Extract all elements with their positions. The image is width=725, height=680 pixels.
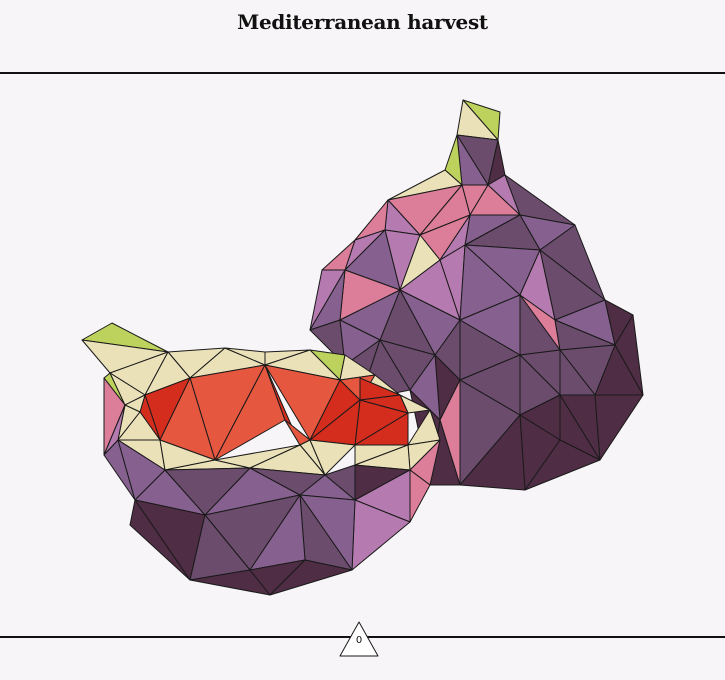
fig-illustration — [0, 74, 725, 636]
triangle-icon — [339, 621, 379, 657]
page-title: Mediterranean harvest — [237, 10, 488, 34]
page-number: 0 — [355, 635, 363, 646]
whole-fig — [309, 99, 644, 491]
page-marker: 0 — [338, 620, 380, 658]
header: Mediterranean harvest — [0, 0, 725, 74]
halved-fig — [81, 322, 441, 596]
footer: 0 — [0, 621, 725, 680]
top-rule — [0, 72, 725, 74]
